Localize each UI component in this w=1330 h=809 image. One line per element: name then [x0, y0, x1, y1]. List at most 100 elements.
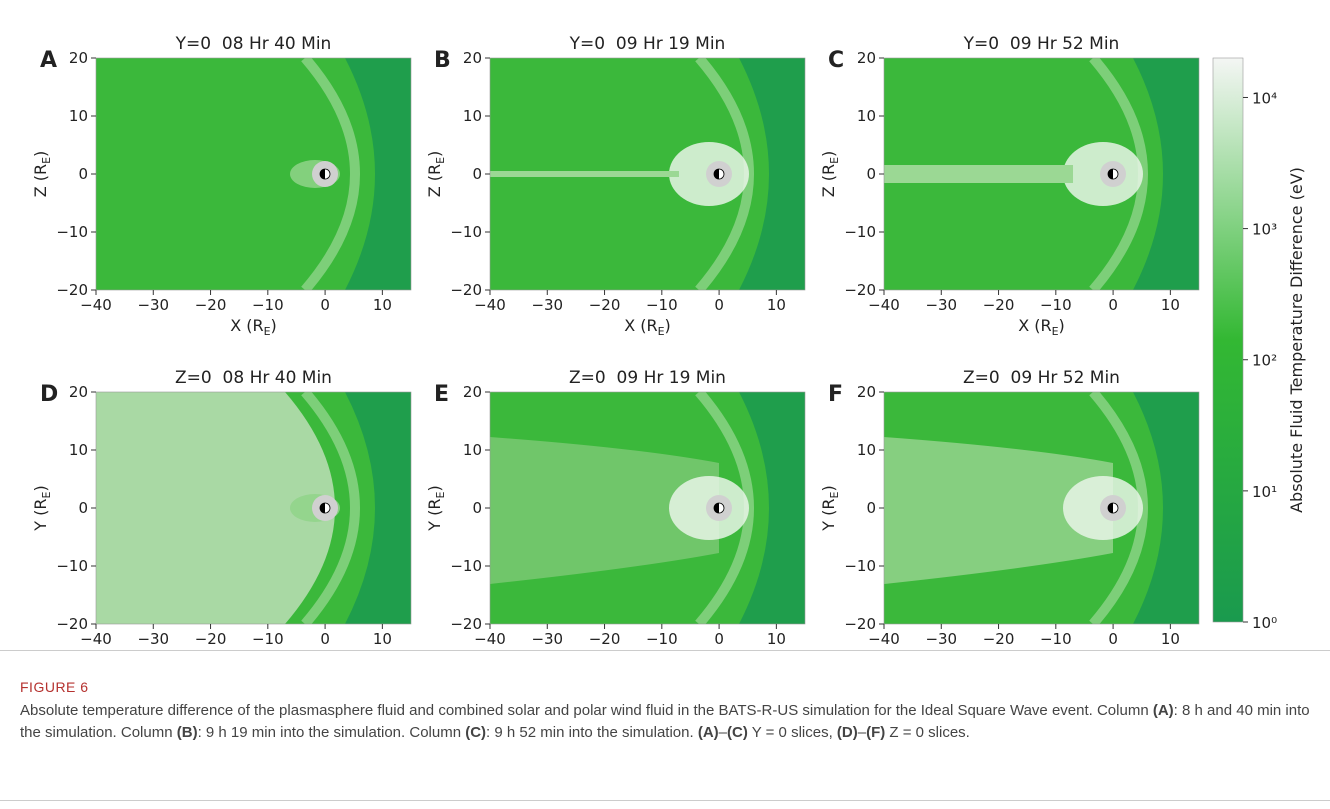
panel-label: D: [40, 382, 58, 407]
y-tick-label: −10: [844, 557, 876, 575]
ylabel-end: ): [31, 151, 50, 157]
caption-segment: –: [719, 724, 727, 741]
x-tick-label: 0: [320, 630, 330, 648]
tail: [884, 165, 1073, 183]
heatmap: [96, 58, 411, 290]
panel-title: Z=0 08 Hr 40 Min: [175, 368, 332, 388]
y-tick-label: −20: [56, 615, 88, 633]
ylabel-sub: E: [434, 157, 447, 164]
y-tick-label: 0: [78, 165, 88, 183]
xlabel-main: X (R: [1018, 316, 1051, 335]
tail: [490, 171, 679, 177]
panel-title: Y=0 09 Hr 19 Min: [569, 34, 726, 54]
panel-label: C: [828, 48, 844, 73]
xlabel: X (RE): [230, 316, 277, 338]
y-tick-label: 20: [463, 383, 482, 401]
panel-title: Y=0 08 Hr 40 Min: [175, 34, 332, 54]
caption-segment: Absolute temperature difference of the p…: [20, 702, 1153, 719]
x-tick-label: −30: [137, 630, 169, 648]
y-tick-label: 0: [866, 499, 876, 517]
heatmap: [884, 58, 1199, 290]
y-tick-label: −20: [844, 615, 876, 633]
figure-label: FIGURE 6: [20, 676, 1310, 698]
panel-label: F: [828, 382, 843, 407]
xlabel-main: X (R: [230, 316, 263, 335]
xlabel-sub: E: [264, 325, 271, 338]
y-tick-label: −20: [844, 281, 876, 299]
ylabel: Y (RE): [31, 485, 53, 531]
y-tick-label: −20: [450, 281, 482, 299]
ylabel-end: ): [31, 485, 50, 491]
xlabel-end: ): [665, 316, 671, 335]
x-tick-label: −30: [531, 296, 563, 314]
ylabel-main: Z (R: [425, 164, 444, 197]
x-tick-label: −10: [646, 296, 678, 314]
caption-segment: –: [858, 724, 866, 741]
x-tick-label: 10: [1161, 296, 1180, 314]
x-tick-label: 0: [714, 630, 724, 648]
xlabel-sub: E: [1052, 325, 1059, 338]
x-tick-label: −30: [925, 630, 957, 648]
ylabel-end: ): [819, 151, 838, 157]
caption-segment: Y = 0 slices,: [748, 724, 837, 741]
x-tick-label: −30: [531, 630, 563, 648]
caption-text: Absolute temperature difference of the p…: [20, 700, 1310, 744]
y-tick-label: −10: [56, 223, 88, 241]
ylabel-end: ): [819, 485, 838, 491]
x-tick-label: −20: [589, 296, 621, 314]
cbar-label: Absolute Fluid Temperature Difference (e…: [1287, 167, 1306, 513]
xlabel-end: ): [1059, 316, 1065, 335]
y-tick-label: 10: [857, 107, 876, 125]
panel-label: A: [40, 48, 57, 73]
caption-segment: (D): [837, 724, 858, 741]
ylabel: Z (RE): [31, 151, 53, 198]
heatmap: [96, 392, 411, 624]
y-tick-label: −10: [450, 223, 482, 241]
y-tick-label: 10: [857, 441, 876, 459]
ylabel-main: Z (R: [819, 164, 838, 197]
caption-segment: : 9 h 52 min into the simulation.: [486, 724, 698, 741]
caption-segment: Z = 0 slices.: [885, 724, 970, 741]
x-tick-label: −20: [983, 630, 1015, 648]
y-tick-label: −20: [450, 615, 482, 633]
caption-segment: (C): [465, 724, 486, 741]
divider: [0, 650, 1330, 651]
x-tick-label: −20: [195, 296, 227, 314]
ylabel: Z (RE): [425, 151, 447, 198]
cbar-tick-label: 10¹: [1252, 483, 1277, 501]
heatmap: [490, 392, 805, 624]
x-tick-label: 10: [373, 296, 392, 314]
y-tick-label: 10: [69, 441, 88, 459]
y-tick-label: 0: [78, 499, 88, 517]
caption-segment: (B): [177, 724, 198, 741]
x-tick-label: −20: [983, 296, 1015, 314]
x-tick-label: 0: [714, 296, 724, 314]
divider: [0, 800, 1330, 801]
heatmap: [490, 58, 805, 290]
page: −40−30−20−10010−20−1001020AY=0 08 Hr 40 …: [0, 0, 1330, 809]
cbar-tick-label: 10²: [1252, 352, 1277, 370]
x-tick-label: −20: [589, 630, 621, 648]
ylabel-main: Z (R: [31, 164, 50, 197]
caption-segment: (F): [866, 724, 885, 741]
x-tick-label: 0: [1108, 630, 1118, 648]
ylabel: Z (RE): [819, 151, 841, 198]
ylabel-end: ): [425, 485, 444, 491]
caption-segment: : 9 h 19 min into the simulation. Column: [198, 724, 466, 741]
x-tick-label: −10: [1040, 630, 1072, 648]
x-tick-label: 0: [1108, 296, 1118, 314]
x-tick-label: −10: [646, 630, 678, 648]
xlabel-end: ): [271, 316, 277, 335]
caption-segment: (C): [727, 724, 748, 741]
x-tick-label: 0: [320, 296, 330, 314]
x-tick-label: 10: [373, 630, 392, 648]
cbar-tick-label: 10⁰: [1252, 614, 1277, 632]
x-tick-label: −20: [195, 630, 227, 648]
y-tick-label: 20: [463, 49, 482, 67]
y-tick-label: 10: [69, 107, 88, 125]
x-tick-label: −30: [137, 296, 169, 314]
x-tick-label: 10: [767, 296, 786, 314]
ylabel-main: Y (R: [425, 498, 444, 531]
y-tick-label: 20: [857, 49, 876, 67]
ylabel-sub: E: [434, 491, 447, 498]
